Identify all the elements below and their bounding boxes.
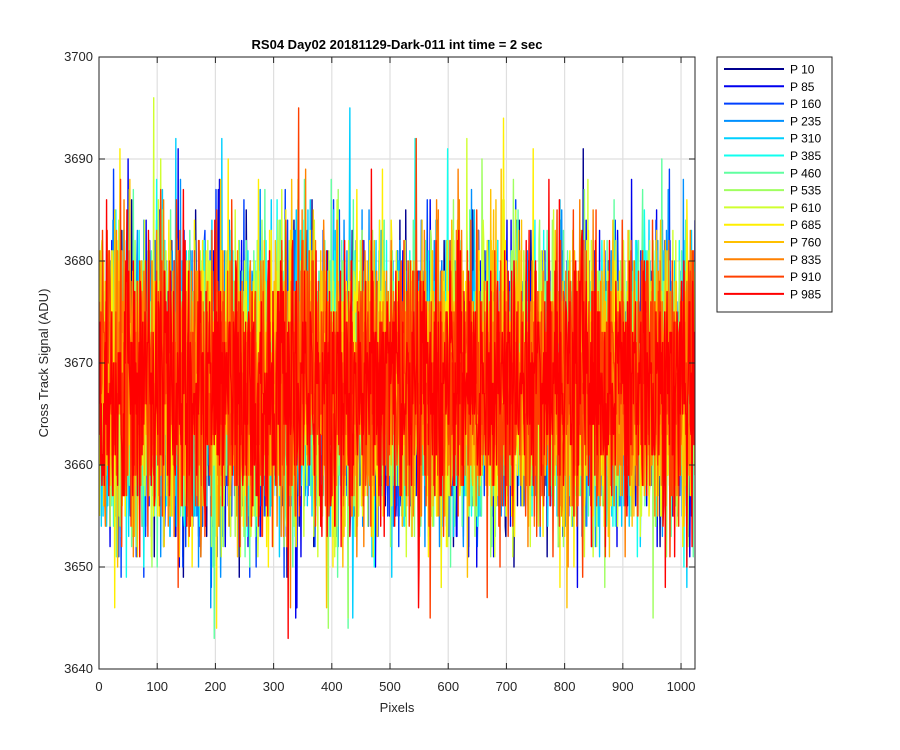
chart-title: RS04 Day02 20181129-Dark-011 int time = … [252,37,543,52]
x-axis-label: Pixels [380,700,415,715]
x-tick-label: 900 [612,679,634,694]
y-tick-label: 3640 [64,661,93,676]
legend-label: P 310 [790,132,821,146]
x-tick-label: 700 [496,679,518,694]
legend-label: P 835 [790,253,821,267]
x-tick-label: 800 [554,679,576,694]
y-tick-label: 3700 [64,49,93,64]
y-tick-label: 3680 [64,253,93,268]
legend-label: P 535 [790,184,821,198]
x-tick-label: 200 [205,679,227,694]
legend-label: P 760 [790,236,821,250]
x-tick-label: 300 [263,679,285,694]
legend-label: P 235 [790,114,821,128]
legend-label: P 910 [790,270,821,284]
y-tick-label: 3660 [64,457,93,472]
y-tick-label: 3670 [64,355,93,370]
legend: P 10 P 85 P 160 P 235 P 310 P 385 P 460 P 535 P … [716,56,833,313]
legend-box [716,56,833,313]
x-tick-label: 100 [146,679,168,694]
legend-label: P 610 [790,201,821,215]
x-tick-label: 400 [321,679,343,694]
x-tick-label: 1000 [667,679,696,694]
legend-label: P 160 [790,97,821,111]
x-tick-label: 0 [95,679,102,694]
y-tick-label: 3650 [64,559,93,574]
legend-label: P 85 [790,80,815,94]
x-tick-label: 500 [379,679,401,694]
legend-label: P 385 [790,149,821,163]
y-tick-label: 3690 [64,151,93,166]
x-tick-label: 600 [437,679,459,694]
series-lines [99,97,695,640]
legend-label: P 10 [790,63,815,77]
legend-label: P 460 [790,166,821,180]
legend-label: P 685 [790,218,821,232]
axis-ticks: 0 100 200 300 400 500 600 700 800 900 1000 3640 3650… [64,49,695,694]
series-line-p-985 [99,168,695,640]
y-axis-label: Cross Track Signal (ADU) [36,289,51,438]
legend-label: P 985 [790,287,821,301]
